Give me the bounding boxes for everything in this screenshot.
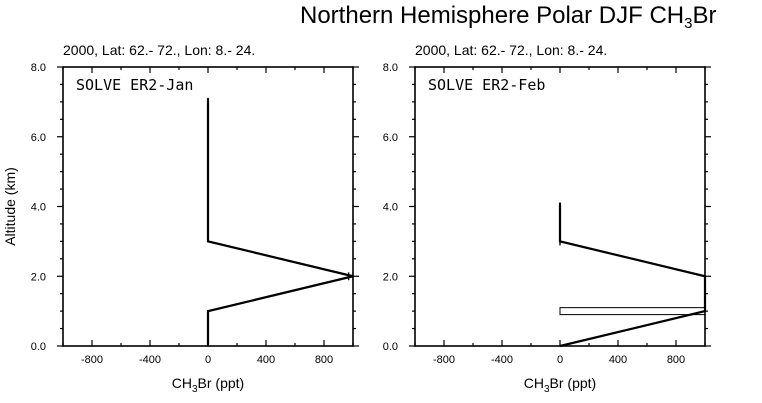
x-tick-label: 400	[257, 354, 275, 366]
x-tick-label: 400	[609, 354, 627, 366]
x-tick-label: -800	[81, 354, 103, 366]
y-tick-label: 8.0	[383, 62, 398, 74]
x-tick-label: 800	[667, 354, 685, 366]
series-line	[558, 203, 707, 348]
data-point	[207, 345, 209, 347]
panel-label: SOLVE ER2-Feb	[428, 76, 545, 94]
main-title: Northern Hemisphere Polar DJF CH3Br	[300, 2, 717, 32]
data-point	[207, 310, 209, 312]
y-tick-label: 6.0	[31, 132, 46, 144]
data-point	[704, 275, 706, 278]
series-line	[206, 98, 354, 346]
panel-label: SOLVE ER2-Jan	[76, 76, 193, 94]
range-box	[559, 307, 706, 316]
x-tick-label: -800	[433, 354, 455, 366]
x-tick-label: -400	[139, 354, 161, 366]
data-point	[207, 240, 209, 243]
y-tick-label: 0.0	[31, 341, 46, 353]
y-tick-label: 2.0	[383, 271, 398, 283]
data-point	[559, 345, 561, 347]
y-tick-label: 8.0	[31, 62, 46, 74]
y-tick-label: 0.0	[383, 341, 398, 353]
x-tick-label: 0	[205, 354, 211, 366]
panel-subtitle: 2000, Lat: 62.- 72., Lon: 8.- 24.	[63, 42, 255, 58]
panel-subtitle: 2000, Lat: 62.- 72., Lon: 8.- 24.	[415, 42, 607, 58]
y-tick-label: 2.0	[31, 271, 46, 283]
y-tick-label: 4.0	[31, 202, 46, 214]
data-point	[207, 97, 209, 100]
data-point	[559, 202, 561, 204]
x-axis-title: CH3Br (ppt)	[524, 375, 596, 395]
y-tick-label: 6.0	[383, 132, 398, 144]
y-tick-label: 4.0	[383, 202, 398, 214]
chart-panel-1: -800 -400 0 400 800 0.0 2.0 4.0 6.0 8.0 2000, Lat:…	[2, 42, 359, 395]
x-tick-label: 800	[315, 354, 333, 366]
x-tick-label: 0	[557, 354, 563, 366]
y-axis-title: Altitude (km)	[2, 167, 18, 246]
chart-panel-2: -800 -400 0 400 800 0.0 2.0 4.0 6.0 8.0 2000, Lat:…	[383, 42, 711, 395]
data-point	[704, 310, 706, 312]
x-axis-title: CH3Br (ppt)	[172, 375, 244, 395]
data-point	[207, 170, 209, 173]
x-tick-label: -400	[491, 354, 513, 366]
